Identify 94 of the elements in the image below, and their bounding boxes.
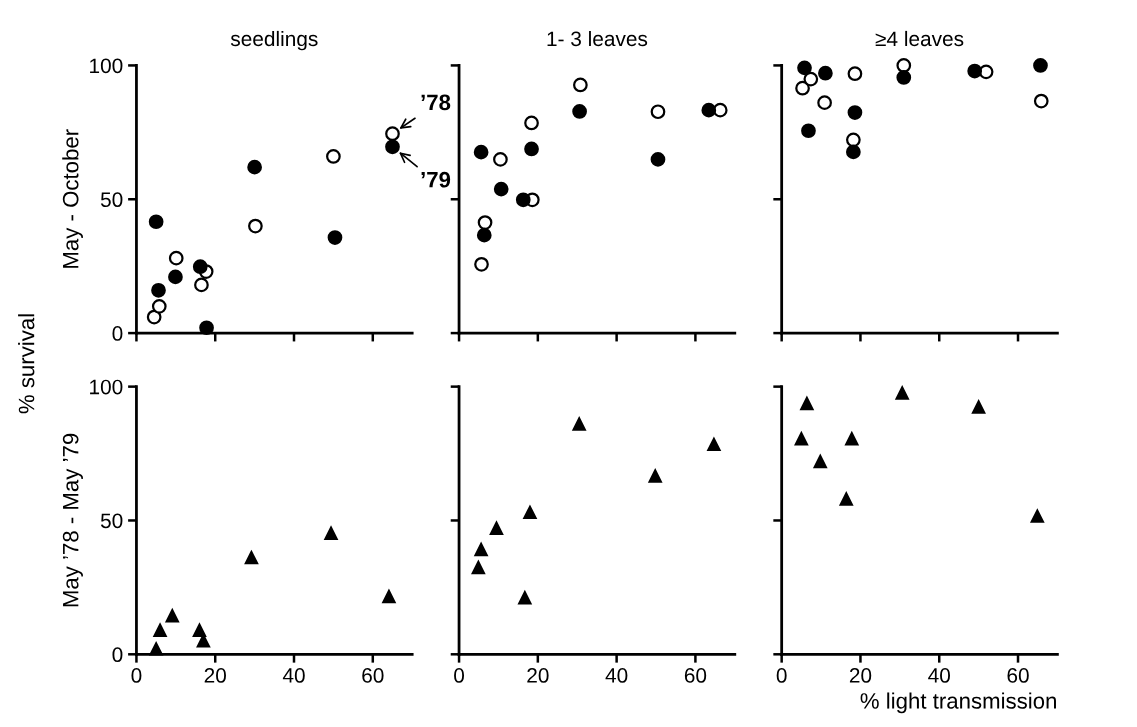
point: [895, 386, 909, 400]
point: [168, 250, 184, 266]
y-tick-label: 100: [90, 58, 123, 74]
point: [847, 105, 863, 120]
point: [244, 551, 259, 565]
point: [523, 505, 537, 520]
x-tick-label: 60: [684, 668, 707, 683]
y-axis-title: May - October: [62, 129, 83, 268]
point: [474, 542, 488, 557]
point: [151, 298, 167, 314]
point: [803, 71, 819, 87]
point: [153, 623, 167, 637]
y-tick-label: 0: [112, 647, 123, 663]
point: [797, 60, 812, 76]
point: [524, 115, 539, 131]
point: [192, 259, 208, 275]
point: [165, 609, 179, 623]
point: [701, 102, 717, 118]
y-tick-label: 100: [90, 379, 123, 395]
annotation: ’79: [421, 171, 451, 188]
point: [573, 77, 588, 93]
x-tick-label: 0: [776, 668, 787, 683]
point: [650, 104, 666, 120]
text: % survival: [18, 314, 35, 414]
point: [648, 469, 662, 483]
point: [248, 218, 263, 234]
point: [473, 144, 489, 160]
point: [385, 126, 400, 142]
x-tick-label: 0: [454, 668, 465, 683]
point: [493, 181, 509, 197]
point: [817, 95, 832, 110]
point: [650, 152, 666, 167]
point: [247, 159, 262, 175]
x-tick-label: 60: [1007, 668, 1029, 683]
point: [493, 152, 508, 167]
point: [795, 80, 810, 96]
point: [1033, 93, 1049, 109]
point: [382, 589, 396, 604]
point: [326, 149, 341, 164]
annotation: ’78: [421, 94, 451, 111]
point: [385, 139, 400, 155]
point: [845, 432, 859, 446]
point: [149, 642, 163, 656]
point: [327, 230, 343, 245]
point: [1033, 58, 1048, 73]
point: [813, 454, 827, 469]
point: [146, 309, 162, 325]
point: [572, 417, 586, 431]
point: [839, 492, 853, 506]
point: [471, 560, 486, 575]
point: [572, 104, 587, 119]
point: [1030, 509, 1044, 523]
y-tick-label: 50: [100, 192, 123, 208]
point: [477, 215, 493, 230]
point: [151, 282, 166, 298]
point: [476, 227, 492, 243]
x-tick-label: 20: [204, 668, 226, 683]
point: [194, 277, 209, 293]
point: [148, 214, 164, 230]
point: [168, 269, 183, 285]
x-tick-label: 0: [131, 668, 142, 683]
chart-title: ≥4 leaves: [875, 30, 964, 47]
point: [800, 396, 814, 411]
point: [801, 123, 816, 139]
x-tick-label: 40: [605, 668, 628, 683]
chart-title: 1- 3 leaves: [547, 30, 648, 47]
point: [474, 256, 489, 272]
y-axis-title: May ’78 - May ’79: [62, 433, 83, 607]
point: [896, 70, 912, 85]
point: [192, 623, 207, 637]
point: [847, 66, 863, 82]
point: [794, 432, 809, 446]
chart-title: seedlings: [230, 30, 318, 51]
y-tick-label: 50: [100, 513, 123, 529]
point: [846, 144, 861, 160]
point: [818, 65, 833, 81]
point: [967, 63, 983, 79]
x-tick-label: 40: [928, 668, 951, 683]
x-tick-label: 60: [362, 668, 384, 683]
point: [971, 400, 986, 414]
point: [707, 437, 721, 452]
x-tick-label: 40: [282, 668, 305, 683]
y-tick-label: 0: [112, 326, 123, 341]
point: [896, 58, 912, 73]
point: [524, 141, 539, 157]
point: [489, 521, 504, 535]
point: [324, 526, 338, 540]
point: [518, 591, 532, 605]
x-tick-label: 20: [527, 668, 549, 683]
point: [199, 320, 214, 336]
point: [515, 192, 531, 208]
x-axis-title: % light transmission: [860, 692, 1056, 714]
point: [846, 132, 861, 148]
x-tick-label: 20: [849, 668, 872, 683]
